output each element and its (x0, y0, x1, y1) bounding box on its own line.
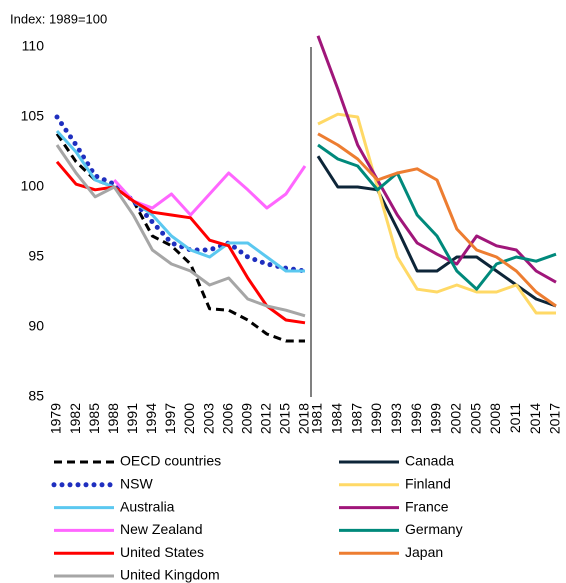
x-tick-label: 2006 (219, 403, 235, 434)
x-tick-label: 1988 (105, 403, 121, 434)
x-tick-label: 2017 (547, 403, 563, 434)
series-line (54, 114, 308, 274)
x-tick-label: 1990 (368, 403, 384, 434)
x-tick-label: 1999 (428, 403, 444, 434)
y-tick-label: 110 (22, 38, 45, 54)
legend-label: Canada (405, 453, 454, 469)
legend-label: OECD countries (120, 453, 221, 469)
series-line (55, 144, 306, 318)
legend-label: United States (120, 544, 204, 560)
x-tick-label: 1991 (124, 403, 140, 434)
x-tick-label: 1996 (408, 403, 424, 434)
y-tick-label: 95 (28, 248, 44, 264)
x-tick-label: 2003 (200, 403, 216, 434)
x-tick-label: 1997 (162, 403, 178, 434)
legend-label: Japan (405, 544, 443, 560)
x-tick-label: 2018 (296, 403, 312, 434)
legend-label: Australia (120, 498, 175, 514)
x-tick-label: 1982 (67, 403, 83, 434)
legend-label: New Zealand (120, 521, 203, 537)
y-tick-label: 90 (28, 318, 44, 334)
y-tick-label: 105 (21, 108, 45, 124)
x-tick-label: 2012 (258, 403, 274, 434)
series-line (317, 132, 557, 308)
x-tick-label: 1979 (48, 403, 64, 434)
x-tick-label: 1981 (309, 403, 325, 434)
x-tick-label: 2009 (238, 403, 254, 434)
legend-label: Germany (405, 521, 463, 537)
x-tick-label: 2011 (507, 403, 523, 433)
x-tick-label: 2002 (448, 403, 464, 434)
y-tick-label: 100 (21, 178, 45, 194)
series-line (317, 112, 556, 315)
legend-label: NSW (120, 476, 153, 492)
x-tick-label: 2000 (181, 403, 197, 434)
x-tick-label: 2015 (277, 403, 293, 434)
x-tick-label: 1984 (329, 403, 345, 434)
series-line (55, 160, 306, 325)
x-tick-label: 1985 (86, 403, 102, 434)
legend-label: Finland (405, 476, 451, 492)
x-tick-label: 1994 (143, 403, 159, 434)
x-tick-label: 1987 (348, 403, 364, 434)
x-tick-label: 2008 (487, 403, 503, 434)
legend-label: France (405, 498, 449, 514)
series-line (55, 132, 305, 343)
y-tick-label: 85 (28, 388, 44, 404)
series-line (317, 143, 557, 291)
x-tick-label: 1993 (388, 403, 404, 434)
chart-subtitle: Index: 1989=100 (10, 11, 107, 26)
legend-label: United Kingdom (120, 567, 220, 583)
x-tick-label: 2005 (467, 403, 483, 434)
series-line (113, 165, 307, 217)
x-tick-label: 2014 (527, 403, 543, 434)
series-line (55, 129, 305, 273)
series-line (316, 35, 557, 284)
